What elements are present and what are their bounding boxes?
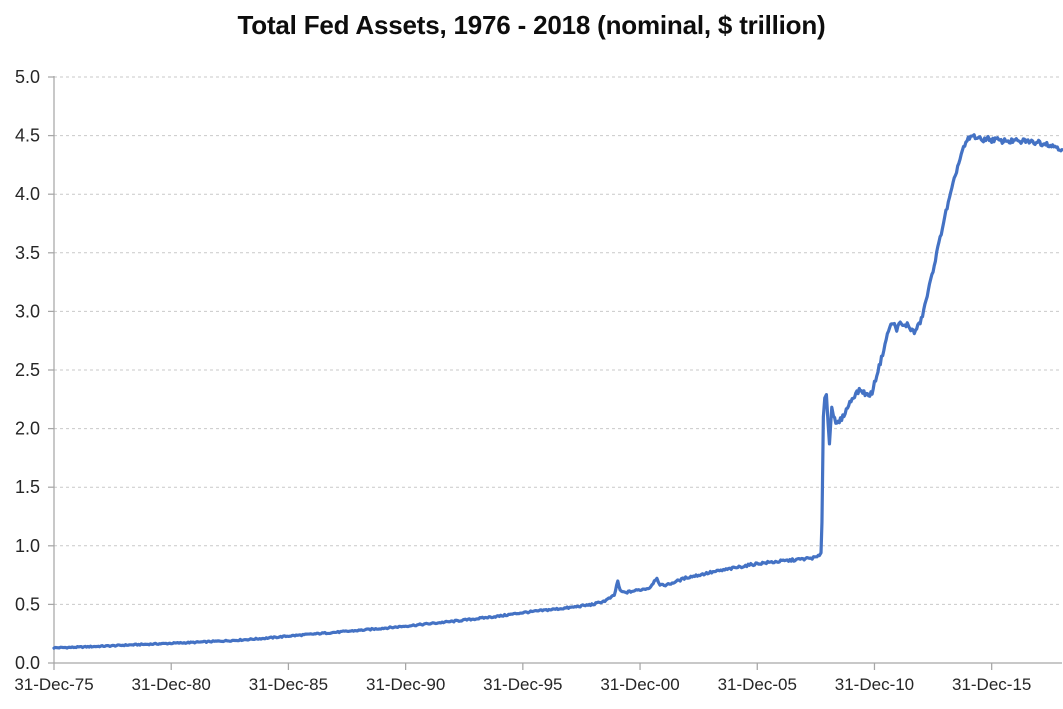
y-tick-label: 0.0 <box>15 653 40 673</box>
y-tick-label: 2.0 <box>15 419 40 439</box>
x-tick-label: 31-Dec-90 <box>366 675 445 694</box>
x-tick-group: 31-Dec-75 31-Dec-80 31-Dec-85 31-Dec-90 31-D… <box>14 663 1031 694</box>
chart-title: Total Fed Assets, 1976 - 2018 (nominal, … <box>237 10 826 40</box>
y-tick-label: 0.5 <box>15 594 40 614</box>
y-tick-label: 5.0 <box>15 67 40 87</box>
y-tick-label: 4.5 <box>15 126 40 146</box>
x-tick-label: 31-Dec-10 <box>835 675 914 694</box>
x-tick-label: 31-Dec-00 <box>600 675 679 694</box>
x-tick-label: 31-Dec-15 <box>952 675 1031 694</box>
y-tick-label: 1.0 <box>15 536 40 556</box>
x-tick-label: 31-Dec-75 <box>14 675 93 694</box>
y-tick-label: 3.0 <box>15 301 40 321</box>
series-line <box>52 133 1063 650</box>
x-tick-label: 31-Dec-80 <box>132 675 211 694</box>
x-tick-label: 31-Dec-05 <box>718 675 797 694</box>
x-tick-label: 31-Dec-95 <box>483 675 562 694</box>
y-tick-group: 0.0 0.5 1.0 1.5 2.0 2.5 3.0 3.5 4.0 4.5 5.0 <box>15 67 54 673</box>
y-tick-label: 2.5 <box>15 360 40 380</box>
gridlines <box>54 76 1062 605</box>
y-tick-label: 1.5 <box>15 477 40 497</box>
x-tick-label: 31-Dec-85 <box>249 675 328 694</box>
y-tick-label: 4.0 <box>15 184 40 204</box>
y-tick-label: 3.5 <box>15 243 40 263</box>
